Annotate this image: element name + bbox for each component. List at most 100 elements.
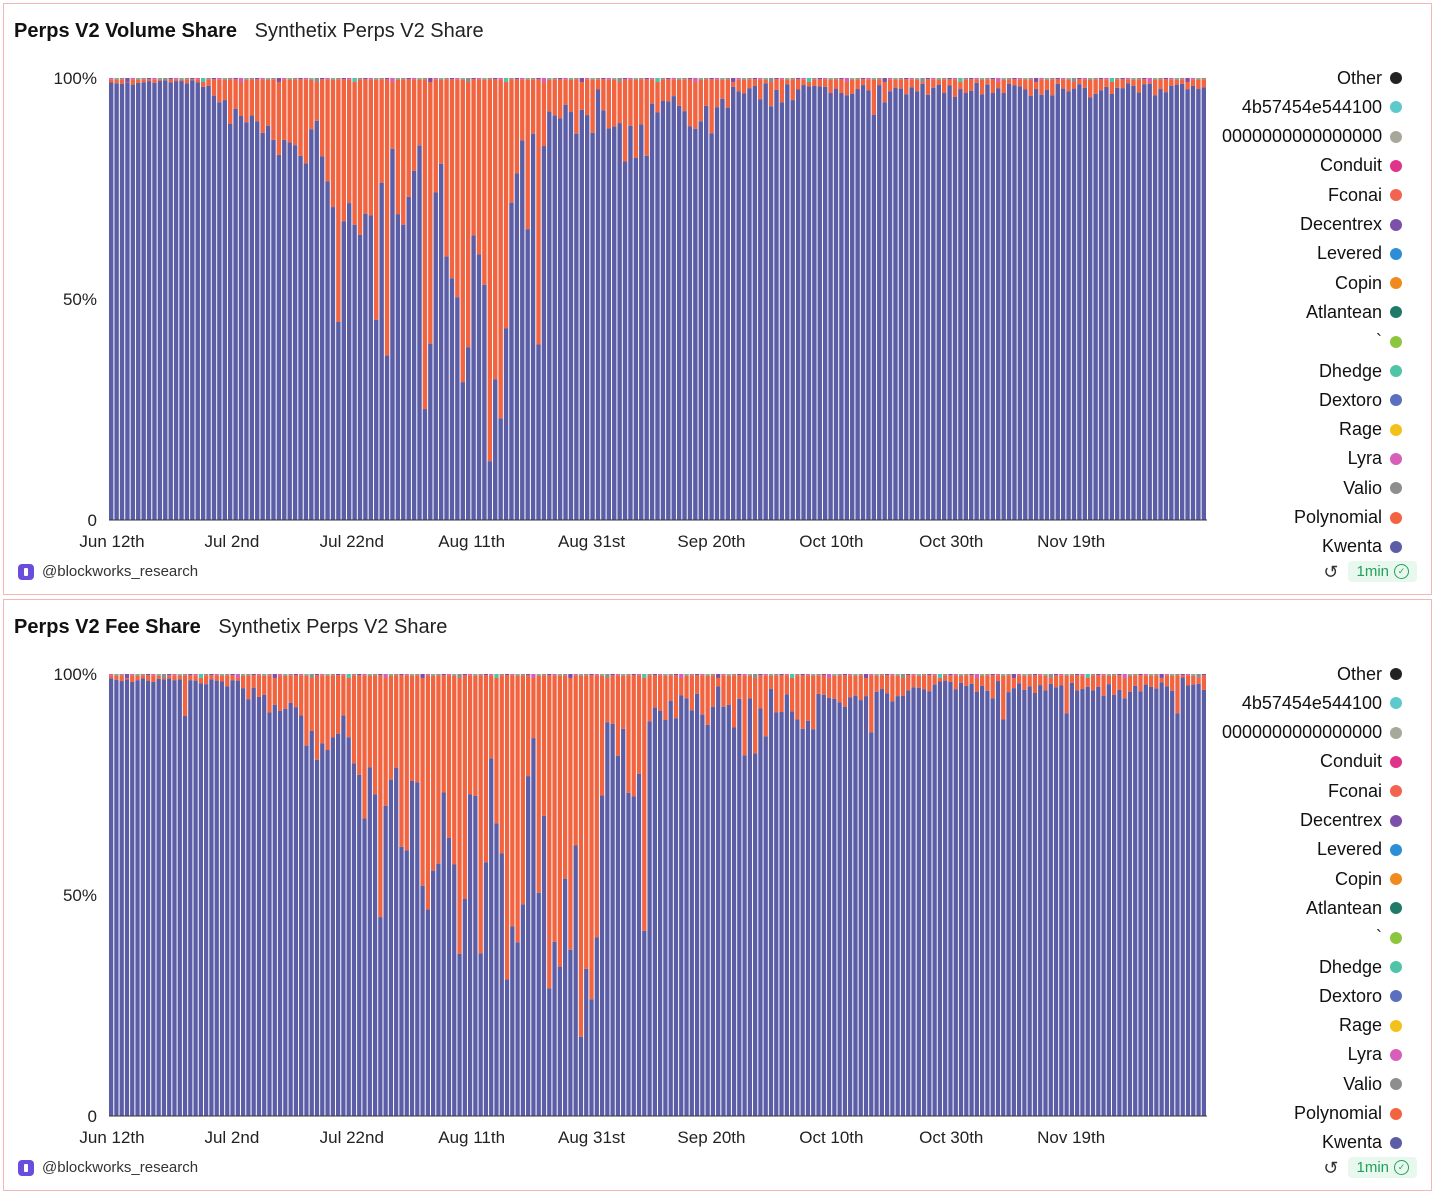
bar-segment-polynomial[interactable]: [694, 675, 700, 694]
bar-segment-other[interactable]: [985, 674, 990, 676]
bar-segment-polynomial[interactable]: [779, 79, 785, 103]
bar-segment-polynomial[interactable]: [705, 675, 710, 725]
bar-segment-kwenta[interactable]: [401, 224, 406, 520]
bar-segment-polynomial[interactable]: [941, 79, 947, 94]
legend-item[interactable]: Conduit: [1212, 750, 1402, 774]
bar-segment-other[interactable]: [114, 674, 119, 676]
bar-segment-polynomial[interactable]: [420, 677, 425, 886]
bar-segment-kwenta[interactable]: [1148, 686, 1154, 1116]
bar-segment-kwenta[interactable]: [552, 941, 557, 1116]
bar-segment-kwenta[interactable]: [124, 679, 130, 1116]
bar-segment-other[interactable]: [1082, 78, 1088, 80]
legend-item[interactable]: Fconai: [1212, 779, 1402, 803]
bar-segment-other[interactable]: [795, 674, 800, 676]
bar-segment-polynomial[interactable]: [639, 79, 644, 125]
bar-segment-kwenta[interactable]: [1069, 682, 1075, 1116]
bar-segment-other[interactable]: [790, 78, 795, 80]
bar-segment-polynomial[interactable]: [482, 79, 487, 285]
bar-segment-kwenta[interactable]: [644, 155, 649, 521]
bar-segment-polynomial[interactable]: [299, 675, 304, 716]
bar-segment-other[interactable]: [832, 674, 837, 676]
bar-segment-polynomial[interactable]: [367, 675, 372, 768]
bar-segment-other[interactable]: [1017, 78, 1023, 80]
bar-segment-polynomial[interactable]: [1043, 675, 1048, 691]
bar-segment-polynomial[interactable]: [1180, 675, 1185, 678]
bar-segment-other[interactable]: [574, 78, 579, 80]
bar-segment-other[interactable]: [914, 78, 920, 80]
bar-segment-kwenta[interactable]: [441, 792, 446, 1116]
bar-segment-polynomial[interactable]: [341, 675, 346, 716]
bar-segment-other[interactable]: [1048, 674, 1053, 678]
bar-segment-polynomial[interactable]: [1006, 675, 1011, 693]
bar-segment-kwenta[interactable]: [1090, 690, 1096, 1116]
bar-segment-kwenta[interactable]: [714, 107, 720, 520]
bar-segment-polynomial[interactable]: [526, 675, 531, 777]
bar-segment-kwenta[interactable]: [936, 84, 941, 520]
bar-segment-kwenta[interactable]: [363, 213, 368, 520]
bar-segment-other[interactable]: [694, 674, 700, 676]
bar-segment-polynomial[interactable]: [1169, 79, 1174, 86]
bar-segment-kwenta[interactable]: [963, 93, 969, 520]
bar-segment-polynomial[interactable]: [141, 79, 146, 83]
bar-segment-other[interactable]: [531, 674, 536, 678]
bar-segment-kwenta[interactable]: [510, 926, 515, 1116]
bar-segment-other[interactable]: [420, 674, 425, 678]
bar-segment-polynomial[interactable]: [784, 675, 789, 695]
bar-segment-polynomial[interactable]: [452, 675, 457, 865]
bar-segment-kwenta[interactable]: [806, 86, 812, 520]
bar-segment-other[interactable]: [530, 78, 536, 80]
bar-segment-kwenta[interactable]: [298, 155, 303, 521]
bar-segment-polynomial[interactable]: [828, 79, 833, 94]
legend-item[interactable]: Rage: [1212, 418, 1402, 442]
bar-segment-other[interactable]: [346, 674, 351, 678]
bar-segment-polynomial[interactable]: [498, 79, 503, 419]
bar-segment-kwenta[interactable]: [362, 818, 367, 1116]
bar-segment-other[interactable]: [394, 674, 399, 676]
bar-segment-other[interactable]: [1163, 78, 1169, 80]
bar-segment-other[interactable]: [483, 674, 489, 676]
bar-segment-kwenta[interactable]: [420, 885, 425, 1116]
bar-segment-polynomial[interactable]: [168, 79, 173, 83]
bar-segment-other[interactable]: [467, 674, 473, 676]
bar-segment-polynomial[interactable]: [368, 79, 374, 216]
bar-segment-polynomial[interactable]: [404, 675, 409, 851]
bar-segment-other[interactable]: [325, 78, 330, 80]
bar-segment-polynomial[interactable]: [822, 79, 828, 87]
bar-segment-polynomial[interactable]: [758, 675, 763, 709]
bar-segment-polynomial[interactable]: [503, 81, 509, 329]
bar-segment-polynomial[interactable]: [531, 677, 536, 739]
bar-segment-polynomial[interactable]: [601, 79, 606, 111]
bar-segment-kwenta[interactable]: [404, 850, 409, 1116]
bar-segment-polynomial[interactable]: [335, 675, 341, 734]
bar-segment-other[interactable]: [860, 78, 866, 80]
bar-segment-kwenta[interactable]: [996, 88, 1001, 520]
bar-segment-polynomial[interactable]: [816, 675, 821, 694]
bar-segment-other[interactable]: [721, 674, 726, 676]
bar-segment-polynomial[interactable]: [1201, 675, 1206, 690]
bar-segment-other[interactable]: [714, 78, 720, 80]
bar-segment-kwenta[interactable]: [478, 953, 483, 1116]
legend-item[interactable]: Decentrex: [1212, 809, 1402, 833]
bar-segment-kwenta[interactable]: [446, 837, 452, 1116]
bar-segment-polynomial[interactable]: [855, 79, 860, 90]
bar-segment-kwenta[interactable]: [379, 182, 384, 520]
legend-item[interactable]: Copin: [1212, 867, 1402, 891]
bar-segment-polynomial[interactable]: [958, 675, 964, 683]
bar-segment-polynomial[interactable]: [525, 79, 530, 230]
bar-segment-other[interactable]: [374, 78, 379, 80]
bar-segment-polynomial[interactable]: [256, 675, 262, 697]
bar-segment-kwenta[interactable]: [395, 214, 401, 521]
bar-segment-polynomial[interactable]: [214, 675, 219, 681]
bar-segment-kwenta[interactable]: [1064, 713, 1069, 1116]
bar-segment-other[interactable]: [689, 674, 694, 676]
bar-segment-kwenta[interactable]: [1185, 685, 1191, 1116]
bar-segment-other[interactable]: [633, 78, 639, 80]
bar-segment-other[interactable]: [682, 78, 687, 80]
bar-segment-other[interactable]: [684, 674, 689, 676]
bar-segment-other[interactable]: [1006, 674, 1011, 676]
bar-segment-kwenta[interactable]: [314, 120, 319, 521]
bar-segment-polynomial[interactable]: [320, 675, 325, 744]
bar-segment-polynomial[interactable]: [1138, 675, 1143, 692]
bar-segment-other[interactable]: [303, 78, 309, 80]
bar-segment-kwenta[interactable]: [617, 123, 622, 521]
